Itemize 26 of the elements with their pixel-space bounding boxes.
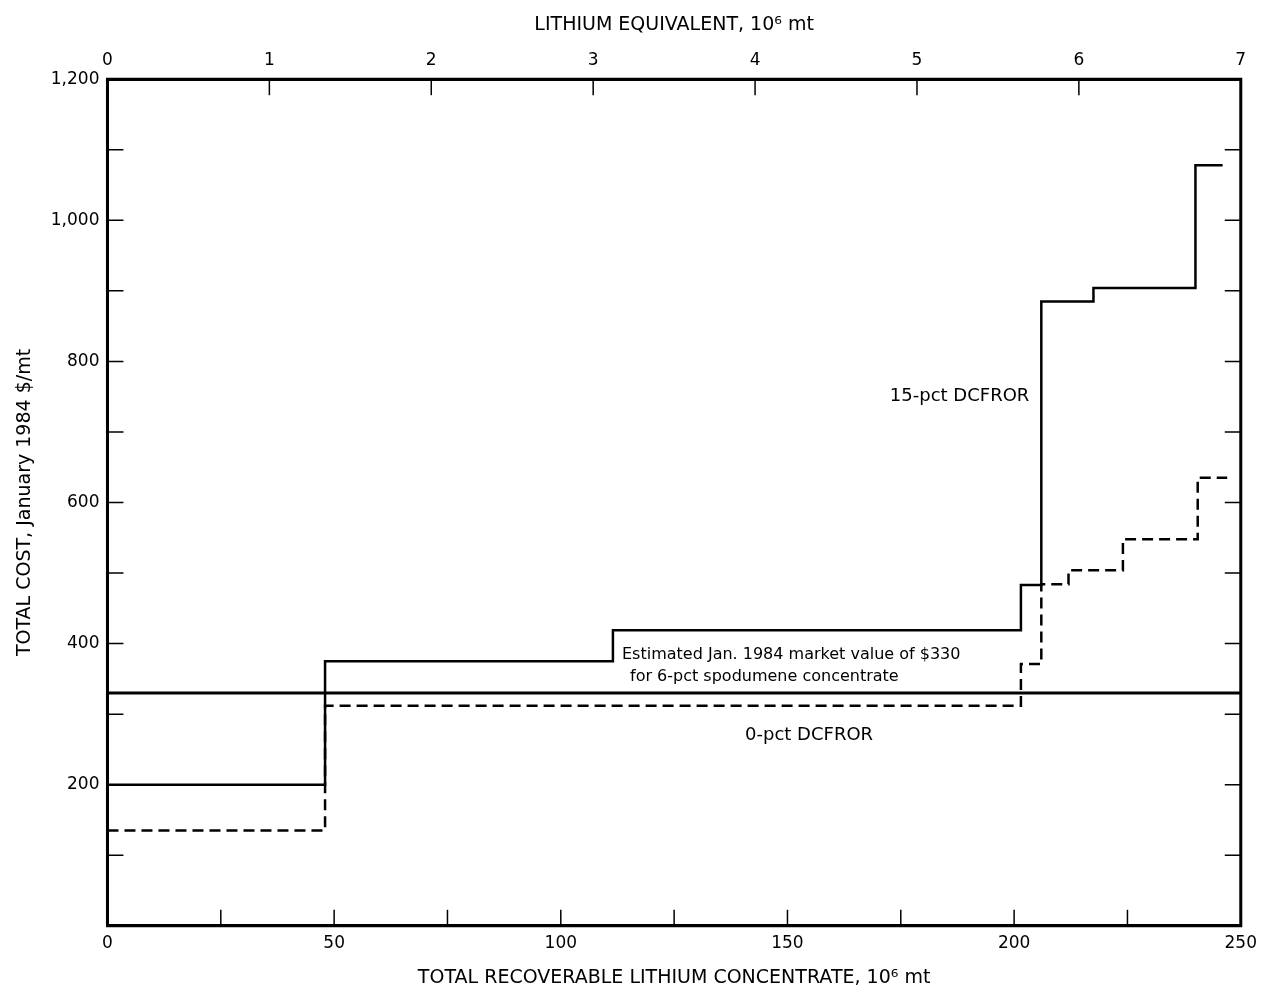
x2-tick-label: 5 — [911, 49, 923, 70]
y-axis-title: TOTAL COST, January 1984 $/mt — [12, 348, 35, 658]
x2-tick-label: 1 — [263, 49, 275, 70]
y-tick-label: 400 — [67, 632, 100, 653]
x2-tick-label: 2 — [425, 49, 437, 70]
ref-line-label: Estimated Jan. 1984 market value of $330 for 6-pct spodumene concentrate — [622, 644, 961, 686]
series-label: 0-pct DCFROR — [745, 723, 874, 745]
y-tick-label: 200 — [67, 773, 100, 794]
x-tick-label: 200 — [997, 932, 1031, 953]
x-tick-label: 100 — [544, 932, 578, 953]
x-tick-label: 150 — [771, 932, 804, 953]
x2-tick-label: 7 — [1235, 49, 1247, 70]
y-tick-label: 1,000 — [50, 208, 100, 229]
y-tick-label: 1,200 — [50, 67, 100, 88]
x-tick-label: 250 — [1224, 932, 1257, 953]
x2-tick-label: 6 — [1073, 49, 1085, 70]
x2-tick-label: 0 — [102, 49, 113, 70]
x-axis-title: TOTAL RECOVERABLE LITHIUM CONCENTRATE, 10⁶ mt — [416, 964, 931, 987]
x-tick-label: 0 — [102, 932, 113, 953]
y-tick-label: 600 — [67, 490, 100, 511]
series-label: 15-pct DCFROR — [889, 384, 1030, 406]
x2-tick-label: 3 — [587, 49, 599, 70]
x-tick-label: 50 — [323, 932, 345, 953]
x2-tick-label: 4 — [749, 49, 761, 70]
y-tick-label: 800 — [67, 349, 100, 370]
x2-axis-title: LITHIUM EQUIVALENT, 10⁶ mt — [534, 12, 814, 35]
